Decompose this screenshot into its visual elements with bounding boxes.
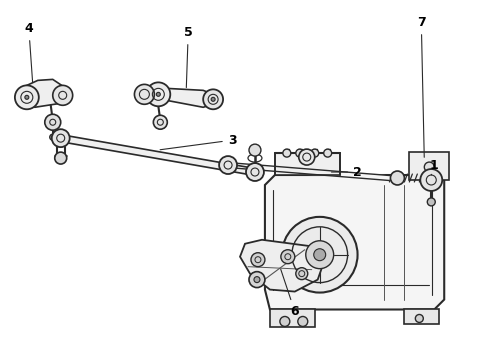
Circle shape (254, 276, 260, 283)
Circle shape (15, 85, 39, 109)
Circle shape (283, 149, 291, 157)
Circle shape (424, 162, 434, 172)
Circle shape (324, 149, 332, 157)
Polygon shape (23, 80, 65, 107)
Polygon shape (270, 310, 315, 328)
Text: 1: 1 (430, 158, 439, 175)
Circle shape (153, 115, 167, 129)
Polygon shape (166, 88, 213, 107)
Text: 5: 5 (184, 26, 193, 87)
Circle shape (50, 134, 56, 140)
Circle shape (298, 316, 308, 327)
Polygon shape (404, 310, 439, 324)
Polygon shape (265, 175, 444, 310)
Circle shape (53, 85, 73, 105)
Circle shape (281, 250, 295, 264)
Circle shape (427, 198, 435, 206)
Text: 7: 7 (417, 16, 426, 157)
Text: 4: 4 (24, 22, 33, 82)
Circle shape (249, 144, 261, 156)
Circle shape (296, 268, 308, 280)
Bar (409, 152, 449, 180)
Text: 3: 3 (160, 134, 236, 150)
Circle shape (52, 129, 70, 147)
Circle shape (416, 315, 423, 323)
Polygon shape (240, 240, 325, 292)
Circle shape (211, 97, 215, 101)
Circle shape (134, 84, 154, 104)
Circle shape (296, 149, 304, 157)
Circle shape (147, 82, 171, 106)
Circle shape (299, 149, 315, 165)
Circle shape (203, 89, 223, 109)
Circle shape (246, 163, 264, 181)
Circle shape (391, 171, 404, 185)
Circle shape (280, 316, 290, 327)
Circle shape (25, 95, 29, 99)
Circle shape (420, 169, 442, 191)
Circle shape (306, 241, 334, 269)
Circle shape (156, 92, 160, 96)
Polygon shape (275, 153, 340, 175)
Circle shape (251, 253, 265, 267)
Text: 6: 6 (281, 269, 299, 318)
Circle shape (249, 272, 265, 288)
Circle shape (55, 152, 67, 164)
Circle shape (45, 114, 61, 130)
Circle shape (282, 217, 358, 293)
Circle shape (314, 249, 326, 261)
Text: 2: 2 (331, 166, 362, 179)
Circle shape (219, 156, 237, 174)
Circle shape (311, 149, 319, 157)
